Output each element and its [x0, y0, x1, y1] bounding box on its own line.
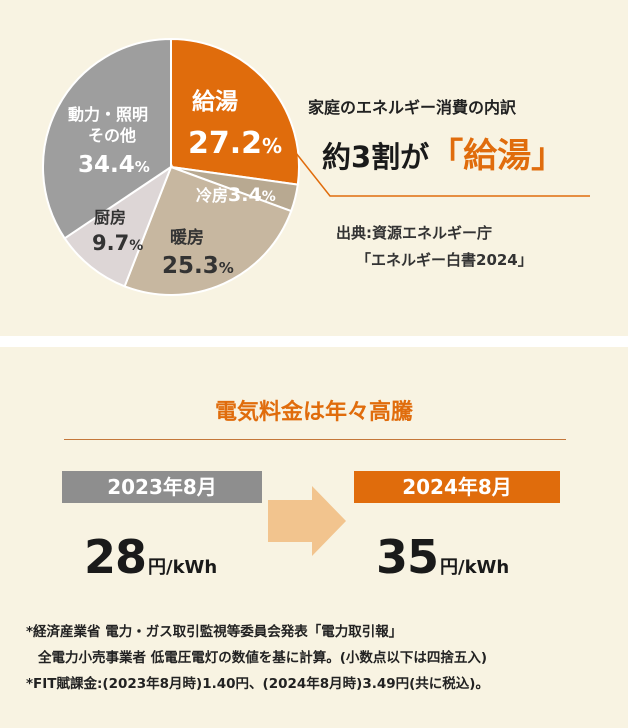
label-chubo-pct: %: [129, 238, 143, 254]
headline: 約3割が「給湯」: [322, 128, 565, 177]
source-line-2: 「エネルギー白書2024」: [356, 251, 533, 269]
price-2023: 28 円/kWh: [84, 530, 217, 584]
label-danbo-value: 25.3%: [162, 253, 234, 279]
price-2024-value: 35: [376, 530, 439, 584]
source-line-1: 出典:資源エネルギー庁: [336, 224, 492, 242]
leader-line: [291, 147, 590, 197]
label-chubo-name: 厨房: [94, 208, 126, 227]
chart-title: 家庭のエネルギー消費の内訳: [308, 98, 517, 117]
label-kyuto-value: 27.2%: [188, 126, 282, 161]
label-danbo-num: 25.3: [162, 253, 219, 279]
slice-doryoku: [42, 37, 172, 240]
label-kyuto-num: 27.2: [188, 126, 262, 161]
price-2024: 35 円/kWh: [376, 530, 509, 584]
pie-slices: [42, 37, 300, 296]
label-doryoku-name1: 動力・照明: [68, 105, 148, 124]
note-line-1: *経済産業省 電力・ガス取引監視等委員会発表「電力取引報」: [26, 624, 403, 640]
note-line-2: 全電力小売事業者 低電圧電灯の数値を基に計算。(小数点以下は四捨五入): [38, 650, 488, 666]
label-danbo-pct: %: [219, 259, 234, 277]
label-kyuto-name: 給湯: [192, 88, 238, 115]
note-line-3: *FIT賦課金:(2023年8月時)1.40円、(2024年8月時)3.49円(…: [26, 676, 489, 692]
label-reibo-pct: %: [262, 189, 276, 205]
label-danbo-name: 暖房: [170, 227, 204, 248]
price-2024-unit: 円/kWh: [440, 557, 510, 578]
price-2023-value: 28: [84, 530, 147, 584]
slice-chubo: [63, 164, 174, 288]
label-chubo-value: 9.7%: [92, 231, 143, 255]
label-doryoku-num: 34.4: [78, 152, 135, 178]
price-2023-unit: 円/kWh: [148, 557, 218, 578]
energy-pie-chart: 給湯 27.2% 冷房3.4% 暖房 25.3% 厨房 9.7% 動力・照明 そ…: [42, 37, 590, 296]
label-reibo-name: 冷房: [196, 186, 228, 205]
year-2024-label: 2024年8月: [354, 471, 560, 503]
year-2023-label: 2023年8月: [62, 471, 262, 503]
label-kyuto-pct: %: [262, 134, 282, 158]
label-chubo-num: 9.7: [92, 231, 129, 255]
label-doryoku-pct: %: [135, 158, 150, 176]
label-doryoku-value: 34.4%: [78, 152, 150, 178]
slice-danbo: [123, 165, 293, 296]
headline-highlight: 「給湯」: [429, 136, 566, 176]
slice-kyuto: [170, 37, 300, 186]
label-reibo: 冷房3.4%: [196, 184, 276, 206]
arrow-right-icon: [268, 486, 346, 556]
divider-line: [64, 439, 566, 440]
headline-pre: 約3割が: [322, 140, 430, 174]
price-title: 電気料金は年々高騰: [214, 400, 413, 425]
label-doryoku-name2: その他: [88, 126, 136, 145]
label-reibo-num: 3.4: [228, 184, 262, 206]
